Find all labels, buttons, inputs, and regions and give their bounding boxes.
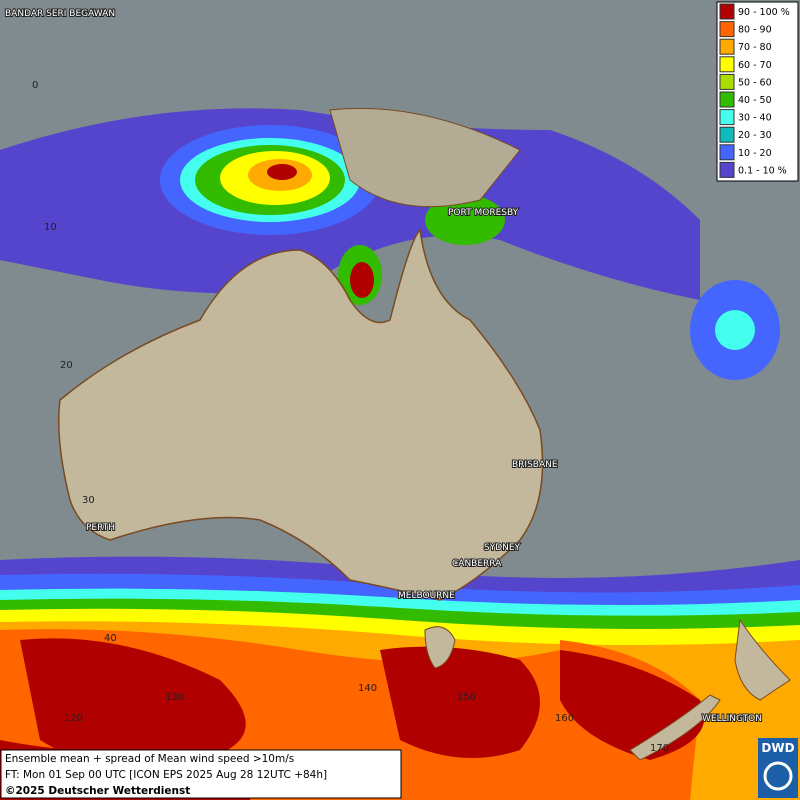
legend-swatch	[719, 126, 735, 143]
caption-line: FT: Mon 01 Sep 00 UTC [ICON EPS 2025 Aug…	[5, 769, 327, 781]
caption-line: Ensemble mean + spread of Mean wind spee…	[5, 753, 294, 765]
lat-label: 20	[60, 360, 73, 371]
new-guinea	[329, 107, 521, 208]
legend-label: 60 - 70	[738, 60, 772, 71]
legend-swatch	[719, 161, 735, 178]
legend-swatch	[719, 109, 735, 126]
legend-label: 30 - 40	[738, 113, 772, 124]
legend-swatch	[719, 38, 735, 55]
city-label: PORT MORESBY	[448, 208, 519, 218]
legend-label: 50 - 60	[738, 77, 772, 88]
legend-label: 40 - 50	[738, 95, 772, 106]
city-label: PERTH	[86, 523, 115, 533]
legend: 90 - 100 % 80 - 90 70 - 80 60 - 70 50 - 60 40…	[716, 1, 799, 182]
lon-label: 120	[64, 713, 83, 724]
legend-swatch	[719, 144, 735, 161]
lon-label: 150	[457, 692, 476, 703]
lat-label: 10	[44, 222, 57, 233]
city-label: SYDNEY	[484, 543, 521, 553]
legend-swatch	[719, 3, 735, 20]
lon-label: 130	[165, 692, 184, 703]
logo-text: DWD	[761, 741, 794, 755]
lon-label: 160	[555, 713, 574, 724]
city-label: BRISBANE	[512, 460, 558, 470]
legend-swatch	[719, 91, 735, 108]
tropical-band	[0, 108, 780, 380]
lon-label: 140	[358, 683, 377, 694]
legend-swatch	[719, 21, 735, 38]
lat-label: 30	[82, 495, 95, 506]
logo-mark	[763, 761, 793, 791]
caption-box	[0, 749, 402, 799]
new-zealand	[629, 618, 791, 761]
legend-label: 10 - 20	[738, 148, 772, 159]
legend-label: 70 - 80	[738, 42, 772, 53]
tasmania	[424, 626, 456, 669]
lat-label: 0	[32, 80, 38, 91]
lat-label: 40	[104, 633, 117, 644]
legend-label: 80 - 90	[738, 25, 772, 36]
legend-label: 0.1 - 10 %	[738, 165, 787, 176]
lon-label: 170	[650, 743, 669, 754]
legend-swatch	[719, 73, 735, 90]
caption-line: ©2025 Deutscher Wetterdienst	[5, 785, 190, 797]
legend-label: 20 - 30	[738, 130, 772, 141]
city-label: BANDAR SERI BEGAWAN	[5, 9, 115, 19]
australia	[58, 228, 544, 601]
city-label: MELBOURNE	[398, 591, 455, 601]
legend-label: 90 - 100 %	[738, 7, 790, 18]
city-label: WELLINGTON	[702, 714, 762, 724]
legend-swatch	[719, 56, 735, 73]
city-label: CANBERRA	[452, 559, 502, 569]
